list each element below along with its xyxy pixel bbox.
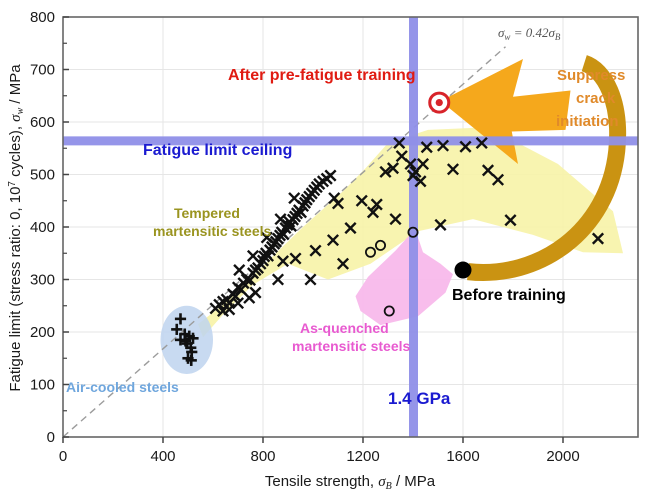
data-markers — [171, 91, 605, 366]
annotation-diagonal-equation: σw = 0.42σB — [498, 25, 561, 42]
marker-plus — [179, 335, 192, 347]
marker-x — [389, 213, 402, 226]
marker-x — [434, 218, 447, 231]
marker-open-circle — [364, 246, 376, 258]
marker-x — [475, 136, 488, 150]
as-quenched-band-region — [355, 231, 453, 326]
annotation-suppress-line1: Suppress — [557, 67, 625, 84]
marker-x — [233, 264, 246, 277]
marker-x — [379, 165, 392, 178]
marker-x — [289, 252, 302, 265]
marker-x — [386, 162, 400, 175]
x-axis-ticks: 0 400 800 1200 1600 2000 — [59, 437, 580, 465]
marker-x — [274, 213, 287, 226]
marker-x — [216, 304, 230, 318]
marker-open-circle — [374, 239, 386, 251]
marker-plus — [171, 323, 183, 335]
marker-x — [243, 273, 257, 287]
marker-x — [309, 244, 322, 257]
fatigue-limit-ceiling-line — [63, 136, 638, 146]
x-axis-title: Tensile strength, σB / MPa — [265, 473, 436, 492]
marker-x — [420, 141, 433, 154]
y-tick-label: 300 — [30, 272, 55, 289]
marker-x — [366, 206, 380, 219]
marker-plus — [185, 354, 197, 366]
gold-arrow-head — [440, 59, 571, 164]
marker-x — [404, 157, 417, 171]
annotation-1-4-gpa: 1.4 GPa — [388, 389, 451, 408]
y-tick-label: 600 — [30, 114, 55, 131]
marker-x — [331, 197, 345, 210]
marker-x — [591, 232, 605, 245]
annotation-fatigue-ceiling: Fatigue limit ceiling — [143, 142, 292, 159]
marker-x — [243, 291, 256, 304]
x-tick-label: 800 — [250, 448, 275, 465]
marker-plus — [174, 313, 187, 325]
x-tick-label: 1200 — [346, 448, 379, 465]
y-axis-title: Fatigue limit (stress ratio: 0, 107 cycl… — [7, 64, 26, 392]
marker-x — [288, 192, 301, 205]
x-tick-label: 2000 — [546, 448, 579, 465]
marker-x — [276, 255, 290, 268]
marker-x — [436, 139, 450, 152]
annotation-as-quenched-line2: martensitic steels — [292, 338, 410, 354]
marker-x — [344, 222, 357, 235]
marker-x — [481, 164, 495, 177]
y-tick-label: 500 — [30, 167, 55, 184]
marker-x — [246, 249, 260, 262]
y-tick-label: 0 — [47, 429, 55, 446]
y-tick-label: 100 — [30, 377, 55, 394]
marker-x — [504, 214, 517, 227]
annotation-air-cooled: Air-cooled steels — [66, 379, 179, 395]
annotation-after-training: After pre-fatigue training — [228, 67, 416, 84]
marker-before-training — [454, 261, 472, 279]
y-tick-label: 700 — [30, 62, 55, 79]
x-tick-label: 0 — [59, 448, 67, 465]
marker-open-circle — [383, 305, 395, 317]
y-tick-label: 800 — [30, 9, 55, 26]
annotation-tempered-line2: martensitic steels — [153, 223, 271, 239]
annotation-as-quenched-line1: As-quenched — [300, 320, 389, 336]
marker-x — [416, 157, 430, 171]
marker-x — [304, 273, 317, 286]
y-tick-label: 400 — [30, 219, 55, 236]
marker-after-training — [428, 91, 451, 114]
marker-open-circle — [407, 226, 419, 238]
marker-x — [393, 136, 406, 150]
marker-x — [446, 163, 460, 176]
y-axis-ticks: 0 100 200 300 400 500 600 700 800 — [30, 9, 69, 446]
marker-x — [370, 198, 383, 211]
annotation-tempered-line1: Tempered — [174, 205, 240, 221]
marker-x — [260, 231, 273, 244]
marker-plus — [187, 332, 199, 344]
marker-x — [336, 257, 350, 270]
marker-x — [324, 169, 337, 182]
y-tick-label: 200 — [30, 324, 55, 341]
diagonal-reference-line — [62, 46, 506, 438]
marker-x — [459, 140, 472, 153]
annotation-before-training: Before training — [452, 287, 566, 304]
x-tick-label: 1600 — [446, 448, 479, 465]
x-tick-label: 400 — [150, 448, 175, 465]
marker-x — [231, 297, 245, 310]
marker-x — [271, 273, 285, 286]
annotation-suppress-line2: crack — [576, 90, 616, 107]
annotation-suppress-line3: initiation — [556, 113, 619, 130]
suppress-crack-arrow — [440, 55, 627, 281]
marker-x — [414, 175, 427, 188]
marker-x — [491, 173, 505, 186]
marker-x — [326, 234, 340, 247]
marker-x — [355, 194, 368, 207]
